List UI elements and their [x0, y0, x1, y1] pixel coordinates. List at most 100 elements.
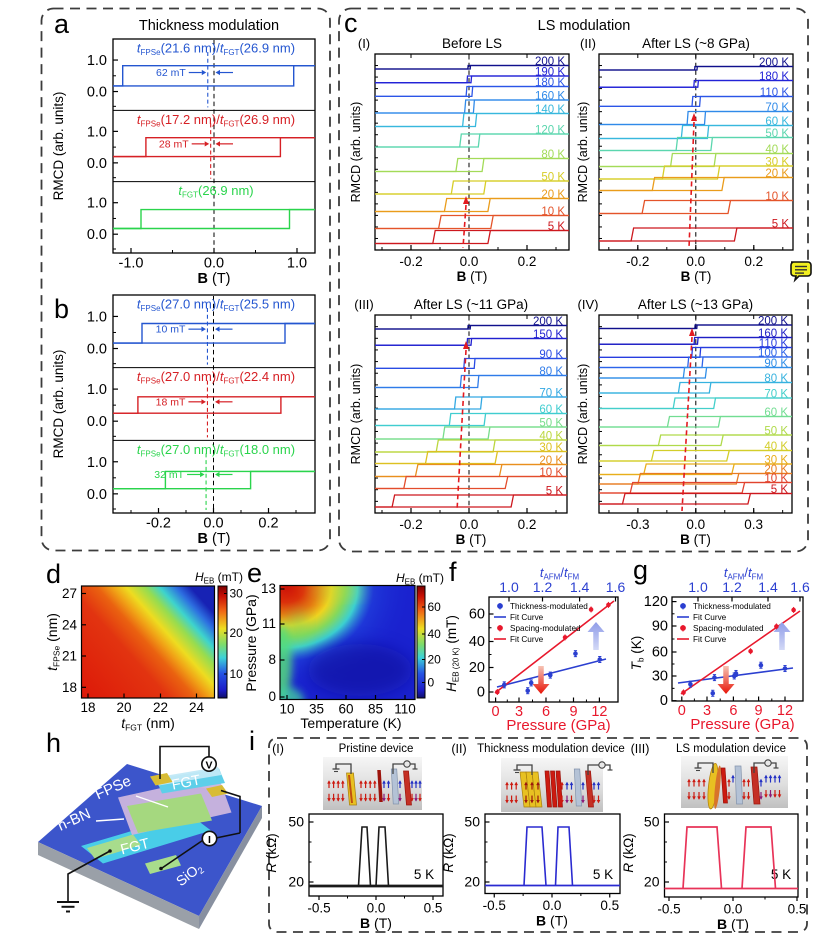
svg-text:I: I	[208, 834, 211, 846]
svg-text:tFGT(26.9 nm): tFGT(26.9 nm)	[178, 183, 253, 200]
svg-text:30 K: 30 K	[539, 442, 563, 454]
svg-text:24: 24	[62, 617, 78, 632]
svg-text:5 K: 5 K	[548, 221, 566, 233]
svg-text:LS modulation device: LS modulation device	[676, 743, 786, 755]
svg-text:Fit Curve: Fit Curve	[693, 613, 727, 622]
svg-text:0.5: 0.5	[788, 902, 807, 917]
svg-text:32 mT: 32 mT	[154, 469, 184, 481]
svg-text:62 mT: 62 mT	[156, 67, 186, 79]
svg-text:tAFM/tFM: tAFM/tFM	[724, 565, 764, 582]
svg-text:0.2: 0.2	[744, 254, 763, 269]
svg-text:Temperature (K): Temperature (K)	[300, 715, 401, 731]
svg-text:21: 21	[62, 649, 77, 664]
svg-text:0: 0	[660, 693, 668, 709]
svg-text:0.0: 0.0	[204, 256, 224, 272]
svg-text:tAFM/tFM: tAFM/tFM	[540, 565, 580, 582]
svg-text:e: e	[247, 558, 262, 588]
svg-text:tFPSe(27.0 nm)/tFGT(22.4 nm): tFPSe(27.0 nm)/tFGT(22.4 nm)	[137, 369, 295, 386]
svg-text:3: 3	[515, 704, 523, 720]
svg-text:h: h	[46, 728, 61, 758]
svg-text:120: 120	[644, 594, 668, 610]
svg-text:5 K: 5 K	[414, 867, 434, 882]
svg-text:After LS (~11 GPa): After LS (~11 GPa)	[414, 297, 528, 312]
svg-text:0.2: 0.2	[518, 517, 537, 532]
svg-text:85: 85	[368, 702, 383, 717]
svg-text:B (T): B (T)	[197, 531, 230, 547]
svg-text:0.0: 0.0	[367, 901, 386, 916]
svg-text:d: d	[46, 559, 61, 589]
svg-text:Fit Curve: Fit Curve	[510, 613, 544, 622]
svg-text:120 K: 120 K	[535, 125, 565, 137]
svg-text:Thickness-modulated: Thickness-modulated	[510, 602, 588, 611]
svg-text:11: 11	[262, 616, 276, 631]
svg-text:70 K: 70 K	[764, 389, 788, 401]
svg-text:-0.2: -0.2	[626, 254, 649, 269]
svg-text:18: 18	[80, 700, 95, 715]
svg-text:b: b	[54, 294, 69, 324]
svg-text:tFGT (nm): tFGT (nm)	[121, 715, 175, 733]
svg-text:0: 0	[678, 703, 686, 719]
svg-text:1.4: 1.4	[570, 579, 590, 595]
svg-text:3: 3	[703, 703, 711, 719]
svg-text:110 K: 110 K	[760, 87, 790, 99]
svg-text:50: 50	[644, 814, 660, 830]
svg-text:1.0: 1.0	[688, 579, 708, 595]
svg-text:160 K: 160 K	[758, 328, 788, 340]
svg-text:c: c	[344, 8, 358, 38]
svg-text:0: 0	[477, 685, 485, 701]
svg-text:160 K: 160 K	[535, 91, 565, 103]
svg-text:60: 60	[469, 607, 485, 623]
svg-text:200 K: 200 K	[759, 57, 789, 69]
svg-text:HEB (20 K) (mT): HEB (20 K) (mT)	[444, 615, 461, 692]
svg-text:20: 20	[644, 874, 660, 890]
svg-text:f: f	[449, 557, 457, 587]
svg-text:0.0: 0.0	[87, 156, 107, 172]
svg-text:Thickness-modulated: Thickness-modulated	[693, 602, 771, 611]
svg-text:60: 60	[428, 600, 442, 614]
svg-text:110 K: 110 K	[759, 338, 789, 350]
svg-text:70 K: 70 K	[765, 102, 789, 114]
svg-text:80 K: 80 K	[539, 366, 563, 378]
svg-text:(III): (III)	[631, 742, 650, 756]
svg-text:20: 20	[116, 700, 131, 715]
svg-text:(II): (II)	[580, 36, 596, 51]
svg-text:Pressure (GPa): Pressure (GPa)	[243, 594, 259, 691]
svg-text:Fit Curve: Fit Curve	[510, 635, 544, 644]
svg-text:50 K: 50 K	[539, 418, 563, 430]
svg-text:60: 60	[652, 645, 668, 661]
svg-text:1.2: 1.2	[533, 579, 553, 595]
svg-text:Pristine device: Pristine device	[339, 743, 414, 755]
svg-text:8: 8	[268, 652, 276, 667]
svg-text:After LS (~8 GPa): After LS (~8 GPa)	[642, 36, 750, 51]
svg-text:0.3: 0.3	[744, 517, 763, 532]
svg-text:1.0: 1.0	[87, 196, 107, 212]
svg-text:110: 110	[394, 702, 416, 717]
svg-text:-0.2: -0.2	[399, 517, 422, 532]
svg-text:1.0: 1.0	[287, 256, 307, 272]
svg-text:FGT: FGT	[170, 772, 202, 793]
svg-text:35: 35	[309, 702, 324, 717]
svg-text:27: 27	[62, 586, 77, 601]
svg-text:150 K: 150 K	[533, 329, 563, 341]
svg-text:1.0: 1.0	[87, 455, 107, 471]
svg-text:(IV): (IV)	[578, 297, 599, 312]
svg-text:10 K: 10 K	[765, 191, 789, 203]
svg-text:tFPSe(17.2 nm)/tFGT(26.9 nm): tFPSe(17.2 nm)/tFGT(26.9 nm)	[137, 112, 295, 129]
svg-text:50 K: 50 K	[541, 172, 565, 184]
svg-text:1.0: 1.0	[499, 579, 519, 595]
svg-text:1.0: 1.0	[87, 309, 107, 325]
svg-text:1.2: 1.2	[722, 579, 742, 595]
svg-text:B (T): B (T)	[456, 532, 487, 547]
svg-text:(II): (II)	[451, 742, 466, 756]
svg-text:0.0: 0.0	[87, 227, 107, 243]
svg-text:RMCD (arb. units): RMCD (arb. units)	[576, 364, 590, 465]
svg-text:B (T): B (T)	[360, 915, 392, 931]
svg-text:200 K: 200 K	[758, 316, 788, 328]
svg-text:10 mT: 10 mT	[156, 324, 186, 336]
svg-text:200 K: 200 K	[535, 56, 565, 68]
svg-text:30: 30	[230, 587, 244, 601]
svg-text:R (kΩ): R (kΩ)	[264, 833, 279, 872]
svg-text:RMCD (arb. units): RMCD (arb. units)	[51, 92, 66, 201]
svg-text:Thickness modulation: Thickness modulation	[139, 18, 279, 34]
svg-text:5 K: 5 K	[546, 486, 564, 498]
